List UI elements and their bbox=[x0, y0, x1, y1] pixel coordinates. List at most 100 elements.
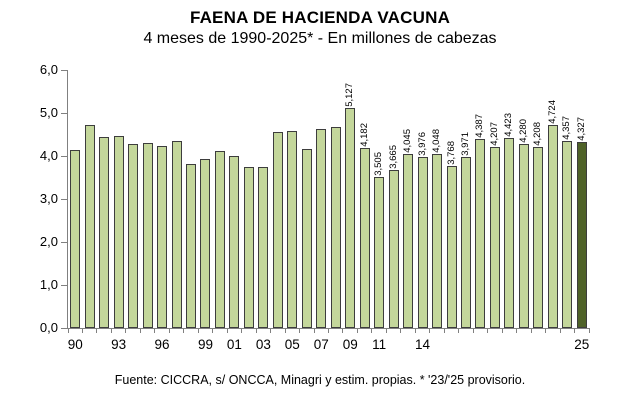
bar-2008 bbox=[330, 127, 341, 328]
bar-1994 bbox=[128, 144, 139, 328]
y-axis-label: 1,0 bbox=[39, 277, 58, 292]
y-axis-label: 6,0 bbox=[39, 62, 58, 77]
x-axis-tick bbox=[270, 328, 272, 333]
bar-2003 bbox=[258, 167, 269, 328]
y-axis-tick bbox=[61, 155, 68, 157]
bar-2014: 3,976 bbox=[417, 132, 428, 328]
x-axis-tick bbox=[255, 328, 257, 333]
x-axis-tick bbox=[67, 328, 69, 333]
bar-2025: 4,327 bbox=[576, 117, 587, 328]
bar-2012: 3,665 bbox=[388, 145, 399, 328]
x-axis-tick bbox=[125, 328, 127, 333]
bar-2009: 5,127 bbox=[344, 83, 356, 328]
bar-2007 bbox=[316, 129, 327, 328]
bar-value-label-2011: 3,505 bbox=[373, 152, 385, 176]
x-axis-tick bbox=[284, 328, 286, 333]
x-axis-tick bbox=[487, 328, 489, 333]
bar-2004 bbox=[272, 132, 283, 328]
bar-value-label-2019: 4,207 bbox=[488, 122, 500, 146]
bar-2018: 4,387 bbox=[474, 114, 486, 328]
x-axis-tick bbox=[299, 328, 301, 333]
bar-value-label-2012: 3,665 bbox=[387, 145, 399, 169]
x-axis-tick bbox=[110, 328, 112, 333]
bar-value-label-2020: 4,423 bbox=[503, 113, 515, 137]
y-axis-tick bbox=[61, 69, 68, 71]
y-axis-tick bbox=[61, 327, 68, 329]
bar-2000 bbox=[214, 151, 225, 328]
bar-2024: 4,357 bbox=[561, 116, 573, 328]
bar-2011: 3,505 bbox=[373, 152, 385, 328]
x-axis-tick bbox=[516, 328, 518, 333]
bar-2017: 3,971 bbox=[460, 132, 471, 328]
x-axis-tick bbox=[96, 328, 98, 333]
x-axis-label-09: 09 bbox=[342, 337, 358, 352]
bar-1997 bbox=[171, 141, 182, 328]
y-axis-label: 5,0 bbox=[39, 105, 58, 120]
bar-value-label-2025: 4,327 bbox=[575, 117, 587, 141]
x-axis-tick bbox=[472, 328, 474, 333]
x-axis-tick bbox=[588, 328, 590, 333]
chart-title: FAENA DE HACIENDA VACUNA bbox=[189, 8, 451, 27]
x-axis-tick bbox=[545, 328, 547, 333]
y-axis-label: 2,0 bbox=[39, 234, 58, 249]
x-axis-label-90: 90 bbox=[67, 337, 83, 352]
bar-2010: 4,182 bbox=[359, 123, 370, 328]
y-axis-tick bbox=[61, 284, 68, 286]
y-axis-label: 0,0 bbox=[39, 320, 58, 335]
bar-value-label-2023: 4,724 bbox=[546, 100, 558, 124]
x-axis-tick bbox=[371, 328, 373, 333]
x-axis-tick bbox=[212, 328, 214, 333]
x-axis-tick bbox=[154, 328, 156, 333]
bar-2001 bbox=[229, 156, 240, 328]
x-axis-label-96: 96 bbox=[154, 337, 170, 352]
x-axis-tick bbox=[356, 328, 358, 333]
x-axis-label-11: 11 bbox=[372, 337, 387, 352]
bar-2015: 4,048 bbox=[431, 129, 443, 328]
bar-value-label-2017: 3,971 bbox=[459, 132, 471, 156]
x-axis-tick bbox=[559, 328, 561, 333]
x-axis-tick bbox=[328, 328, 329, 333]
x-axis-tick bbox=[385, 328, 387, 333]
bar-value-label-2022: 4,208 bbox=[532, 122, 544, 146]
plot-area: 6,0 5,0 4,0 3,0 2,0 1,0 0,0 5,127 4,182 3,505 3,66… bbox=[40, 63, 590, 352]
bar-1992 bbox=[99, 137, 110, 328]
bar-2019: 4,207 bbox=[489, 122, 500, 328]
bar-value-label-2010: 4,182 bbox=[358, 123, 370, 147]
bar-1990 bbox=[70, 150, 81, 328]
x-axis-tick bbox=[429, 328, 431, 333]
x-axis-tick bbox=[241, 328, 243, 333]
chart-subtitle: 4 meses de 1990-2025* - En millones de c… bbox=[143, 30, 497, 47]
x-axis-tick bbox=[458, 328, 460, 333]
x-axis-label-14: 14 bbox=[415, 337, 431, 352]
bar-value-label-2014: 3,976 bbox=[416, 132, 428, 156]
bar-value-label-2013: 4,045 bbox=[402, 129, 414, 153]
bar-1993 bbox=[113, 136, 124, 328]
y-axis-tick bbox=[61, 241, 68, 243]
bar-value-label-2009: 5,127 bbox=[344, 83, 356, 107]
x-axis-tick bbox=[168, 328, 170, 333]
x-axis-tick bbox=[443, 328, 445, 333]
bar-2022: 4,208 bbox=[532, 122, 544, 328]
source-note: Fuente: CICCRA, s/ ONCCA, Minagri y esti… bbox=[114, 373, 526, 387]
x-axis-label-07: 07 bbox=[313, 337, 329, 352]
y-axis-tick bbox=[61, 198, 68, 200]
bar-2016: 3,768 bbox=[446, 141, 457, 328]
bar-value-label-2015: 4,048 bbox=[431, 129, 443, 153]
bar-2002 bbox=[243, 167, 254, 328]
x-axis-label-93: 93 bbox=[111, 337, 127, 352]
x-axis-tick bbox=[313, 328, 315, 333]
bar-2005 bbox=[287, 131, 298, 328]
x-axis-tick bbox=[342, 328, 344, 333]
bar-1999 bbox=[200, 159, 211, 328]
x-axis-label-03: 03 bbox=[255, 337, 271, 352]
x-axis-tick bbox=[400, 328, 402, 333]
y-axis-label: 4,0 bbox=[39, 148, 58, 163]
y-axis-tick bbox=[61, 112, 68, 114]
bar-1996 bbox=[157, 146, 168, 328]
y-axis-label: 3,0 bbox=[39, 191, 58, 206]
x-axis-label-05: 05 bbox=[284, 337, 300, 352]
bar-2021: 4,280 bbox=[518, 119, 529, 328]
bar-1991 bbox=[84, 125, 95, 328]
bar-2006 bbox=[301, 149, 312, 328]
